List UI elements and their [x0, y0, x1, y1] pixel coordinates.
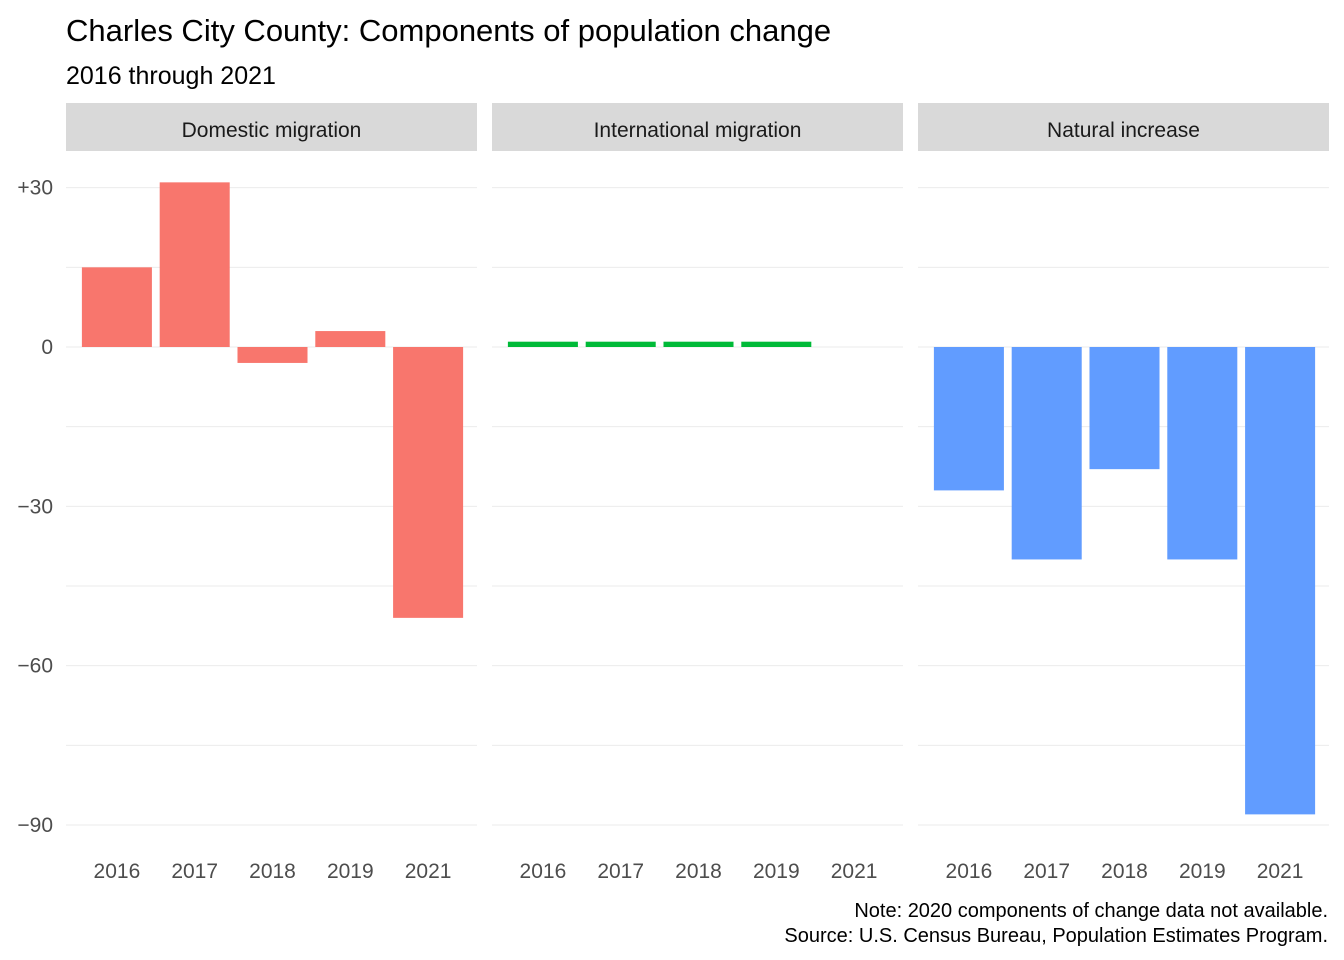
bar: [663, 341, 734, 347]
x-tick-label: 2016: [520, 860, 567, 883]
y-tick-label: 0: [41, 336, 53, 359]
bar: [585, 341, 656, 347]
x-tick-label: 2021: [405, 860, 452, 883]
caption-source: Source: U.S. Census Bureau, Population E…: [784, 925, 1328, 947]
bar: [741, 341, 812, 347]
bar: [1167, 347, 1238, 560]
x-tick-label: 2021: [1257, 860, 1304, 883]
y-tick-label: −30: [17, 495, 53, 518]
y-tick-label: −90: [17, 814, 53, 837]
bar: [933, 347, 1004, 491]
x-tick-label: 2016: [946, 860, 993, 883]
bar: [1011, 347, 1082, 560]
x-tick-label: 2017: [1023, 860, 1070, 883]
x-tick-label: 2021: [831, 860, 878, 883]
bar: [81, 267, 152, 347]
facet-strip: [492, 103, 903, 151]
x-tick-label: 2019: [1179, 860, 1226, 883]
facet-strip: [66, 103, 477, 151]
bar: [393, 347, 464, 618]
facet-strip-label: Natural increase: [1047, 119, 1200, 142]
x-tick-label: 2018: [675, 860, 722, 883]
bar: [237, 347, 308, 363]
bar: [507, 341, 578, 347]
y-tick-label: +30: [17, 177, 53, 200]
chart-subtitle: 2016 through 2021: [66, 62, 276, 90]
facet-strip-label: Domestic migration: [182, 119, 362, 142]
x-tick-label: 2016: [94, 860, 141, 883]
bar: [315, 331, 386, 347]
x-tick-label: 2018: [249, 860, 296, 883]
x-tick-label: 2017: [171, 860, 218, 883]
facet-strip-label: International migration: [594, 119, 802, 142]
facet-panel: International migration 2016 2017 2018 2019 2…: [492, 103, 903, 883]
chart-title: Charles City County: Components of popul…: [66, 13, 831, 48]
x-tick-label: 2018: [1101, 860, 1148, 883]
facet-strip: [918, 103, 1329, 151]
y-tick-label: −60: [17, 655, 53, 678]
caption-note: Note: 2020 components of change data not…: [854, 900, 1328, 922]
bar: [1089, 347, 1160, 470]
facet-panel: Domestic migration 2016 2017 2018 2019 2021: [66, 103, 477, 883]
bar: [1245, 347, 1316, 815]
x-tick-label: 2017: [597, 860, 644, 883]
x-tick-label: 2019: [327, 860, 374, 883]
bar: [159, 182, 230, 347]
y-axis: +30 0 −30 −60 −90: [17, 177, 53, 837]
x-tick-label: 2019: [753, 860, 800, 883]
facet-panel: Natural increase 2016 2017 2018 2019 2021: [918, 103, 1329, 883]
